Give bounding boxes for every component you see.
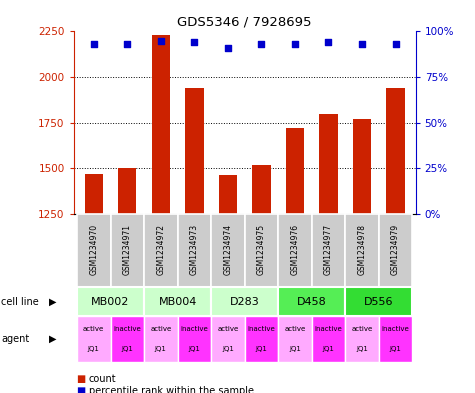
Bar — [185, 88, 204, 214]
Point — [392, 41, 399, 48]
Text: JQ1: JQ1 — [356, 346, 368, 352]
Bar — [278, 316, 312, 362]
Point — [291, 41, 299, 48]
Text: JQ1: JQ1 — [189, 346, 200, 352]
Text: ▶: ▶ — [49, 297, 57, 307]
Text: GSM1234970: GSM1234970 — [89, 224, 98, 275]
Bar — [353, 119, 371, 214]
Text: ■: ■ — [76, 386, 85, 393]
Bar — [218, 175, 237, 214]
Text: inactive: inactive — [314, 326, 342, 332]
Text: count: count — [89, 374, 116, 384]
Text: ▶: ▶ — [49, 334, 57, 344]
Text: GSM1234978: GSM1234978 — [358, 224, 367, 275]
Text: agent: agent — [1, 334, 29, 344]
Text: GSM1234974: GSM1234974 — [223, 224, 232, 275]
Bar — [379, 214, 412, 287]
Text: MB002: MB002 — [91, 297, 130, 307]
Point — [358, 41, 366, 48]
Bar — [312, 316, 345, 362]
Text: GSM1234973: GSM1234973 — [190, 224, 199, 275]
Text: inactive: inactive — [381, 326, 409, 332]
Text: inactive: inactive — [114, 326, 141, 332]
Bar — [278, 287, 345, 316]
Point — [124, 41, 131, 48]
Text: inactive: inactive — [180, 326, 208, 332]
Bar — [111, 214, 144, 287]
Text: active: active — [352, 326, 372, 332]
Title: GDS5346 / 7928695: GDS5346 / 7928695 — [177, 16, 312, 29]
Text: D283: D283 — [230, 297, 259, 307]
Text: D556: D556 — [364, 297, 393, 307]
Text: active: active — [285, 326, 305, 332]
Text: percentile rank within the sample: percentile rank within the sample — [89, 386, 254, 393]
Bar — [345, 214, 379, 287]
Bar — [245, 316, 278, 362]
Bar — [278, 214, 312, 287]
Bar — [77, 287, 144, 316]
Text: active: active — [83, 326, 104, 332]
Point — [157, 37, 165, 44]
Point — [257, 41, 265, 48]
Bar — [118, 167, 136, 214]
Bar — [178, 316, 211, 362]
Bar — [345, 287, 412, 316]
Bar — [379, 316, 412, 362]
Text: GSM1234977: GSM1234977 — [324, 224, 333, 275]
Text: D458: D458 — [297, 297, 326, 307]
Bar — [319, 114, 338, 214]
Text: JQ1: JQ1 — [121, 346, 133, 352]
Text: GSM1234976: GSM1234976 — [290, 224, 299, 275]
Bar — [144, 287, 211, 316]
Text: active: active — [150, 326, 171, 332]
Bar — [178, 214, 211, 287]
Point — [190, 39, 198, 46]
Text: JQ1: JQ1 — [222, 346, 234, 352]
Text: active: active — [217, 326, 238, 332]
Text: GSM1234979: GSM1234979 — [391, 224, 400, 275]
Bar — [345, 316, 379, 362]
Text: cell line: cell line — [1, 297, 38, 307]
Bar — [77, 316, 111, 362]
Text: JQ1: JQ1 — [256, 346, 267, 352]
Bar — [85, 174, 103, 214]
Bar — [312, 214, 345, 287]
Bar — [285, 128, 304, 214]
Text: JQ1: JQ1 — [88, 346, 100, 352]
Bar — [144, 316, 178, 362]
Text: JQ1: JQ1 — [323, 346, 334, 352]
Text: JQ1: JQ1 — [155, 346, 167, 352]
Text: JQ1: JQ1 — [289, 346, 301, 352]
Text: inactive: inactive — [247, 326, 276, 332]
Bar — [211, 287, 278, 316]
Text: ■: ■ — [76, 374, 85, 384]
Text: GSM1234972: GSM1234972 — [156, 224, 165, 275]
Text: MB004: MB004 — [158, 297, 197, 307]
Bar — [152, 35, 170, 214]
Bar — [111, 316, 144, 362]
Bar — [252, 165, 271, 214]
Text: GSM1234971: GSM1234971 — [123, 224, 132, 275]
Bar — [211, 316, 245, 362]
Point — [90, 41, 97, 48]
Bar — [77, 214, 111, 287]
Bar — [245, 214, 278, 287]
Bar — [211, 214, 245, 287]
Point — [324, 39, 332, 46]
Text: GSM1234975: GSM1234975 — [257, 224, 266, 275]
Point — [224, 45, 232, 51]
Bar — [386, 88, 405, 214]
Text: JQ1: JQ1 — [390, 346, 401, 352]
Bar — [144, 214, 178, 287]
